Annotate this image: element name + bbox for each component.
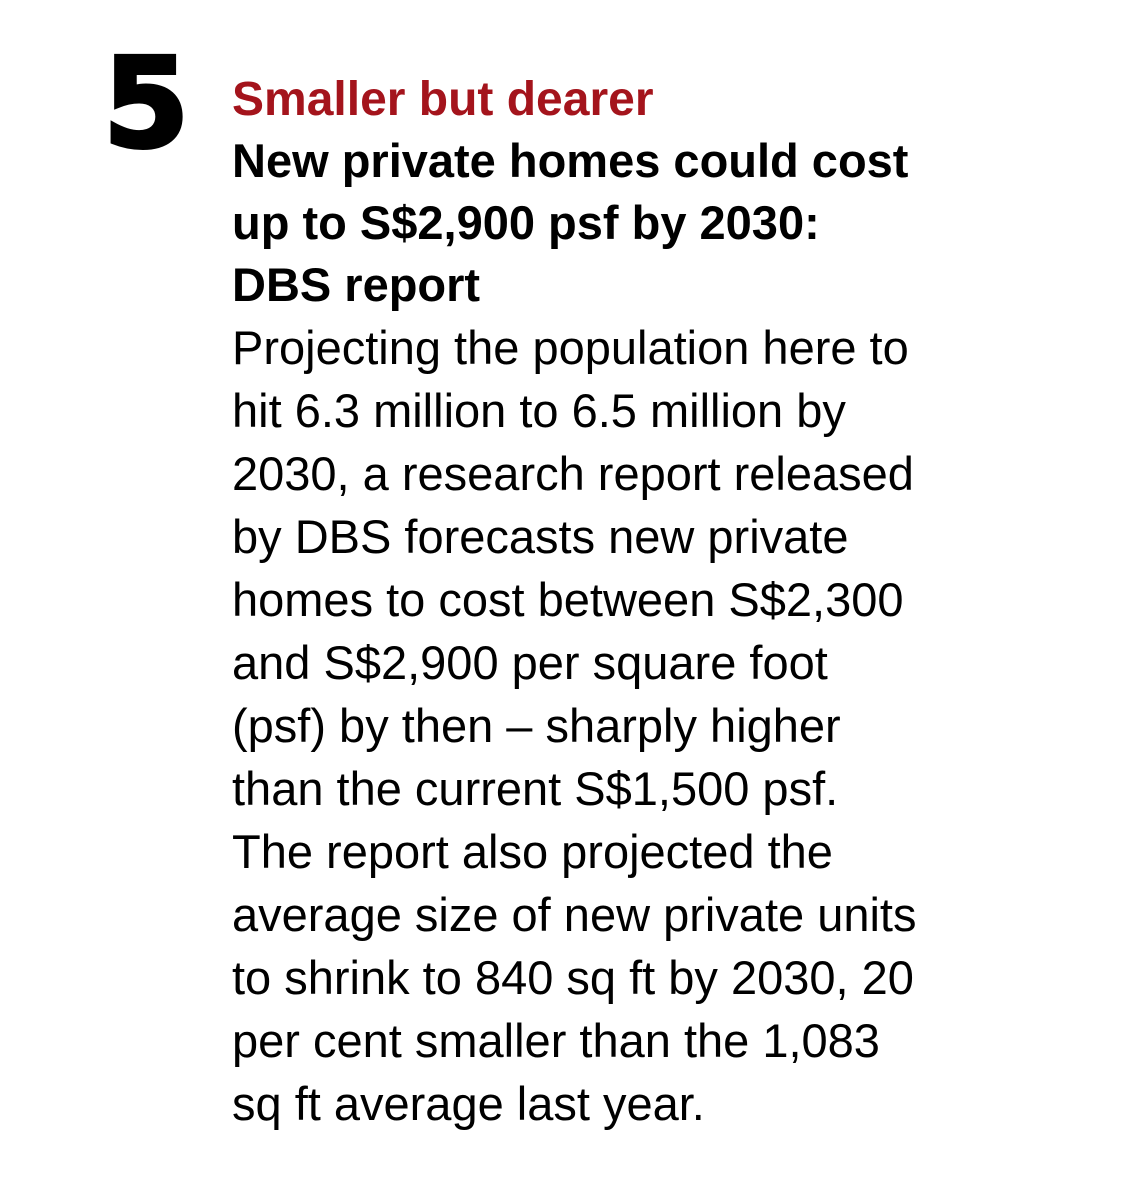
body-line: to shrink to 840 sq ft by 2030, 20 <box>232 951 914 1004</box>
article-kicker: Smaller but dearer <box>232 73 654 126</box>
body-line: average size of new private units <box>232 888 917 941</box>
article-body: Projecting the population here to hit 6.… <box>232 316 1112 1135</box>
item-number: 5 <box>101 32 191 176</box>
body-line: homes to cost between S$2,300 <box>232 573 904 626</box>
body-line: sq ft average last year. <box>232 1077 705 1130</box>
body-line: Projecting the population here to <box>232 321 909 374</box>
body-line: The report also projected the <box>232 825 833 878</box>
headline-line: up to S$2,900 psf by 2030: <box>232 196 820 249</box>
body-line: by DBS forecasts new private <box>232 510 849 563</box>
headline-line: DBS report <box>232 258 481 311</box>
headline-line: New private homes could cost <box>232 134 909 187</box>
body-line: per cent smaller than the 1,083 <box>232 1014 880 1067</box>
body-line: 2030, a research report released <box>232 447 914 500</box>
article-headline: New private homes could cost up to S$2,9… <box>232 130 1112 316</box>
body-line: and S$2,900 per square foot <box>232 636 828 689</box>
body-line: hit 6.3 million to 6.5 million by <box>232 384 846 437</box>
body-line: than the current S$1,500 psf. <box>232 762 839 815</box>
article-content: Smaller but dearer New private homes cou… <box>232 72 1112 1135</box>
body-line: (psf) by then – sharply higher <box>232 699 841 752</box>
